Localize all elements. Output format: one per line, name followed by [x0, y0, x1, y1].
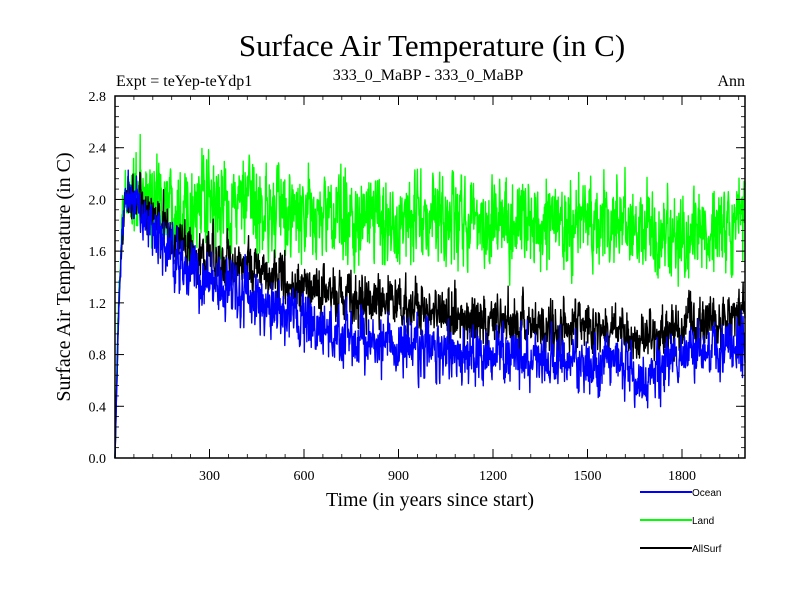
y-tick-label: 2.4: [89, 142, 107, 157]
chart-title: Surface Air Temperature (in C): [239, 28, 625, 63]
y-tick-label: 0.0: [89, 452, 107, 467]
chart-subtitle-right: Ann: [717, 73, 745, 90]
axes-layer: 0.0 0.4 0.8 1.2 1.6 2.0 2.4 2.8 300 600 900 1200 150…: [89, 90, 745, 484]
x-tick-label: 1500: [574, 469, 602, 484]
y-tick-label: 0.8: [89, 349, 107, 364]
series-line-land: [114, 133, 746, 459]
plot-frame: [114, 95, 746, 459]
legend-label-land: Land: [692, 516, 714, 527]
x-tick-label: 600: [294, 469, 315, 484]
legend-label-ocean: Ocean: [692, 488, 721, 499]
y-tick-label: 1.2: [89, 297, 107, 312]
x-tick-label: 1200: [479, 469, 507, 484]
y-tick-label: 1.6: [89, 245, 107, 260]
y-tick-label: 0.4: [89, 400, 107, 415]
series-layer: [114, 133, 746, 459]
x-tick-label: 300: [199, 469, 220, 484]
y-tick-label: 2.0: [89, 193, 107, 208]
chart-subtitle-left: Expt = teYep-teYdp1: [116, 73, 252, 90]
legend: Ocean Land AllSurf: [640, 488, 722, 555]
y-axis-label: Surface Air Temperature (in C): [53, 152, 75, 401]
y-tick-label: 2.8: [89, 90, 107, 105]
x-axis-label: Time (in years since start): [326, 489, 534, 511]
series-line-ocean: [114, 169, 746, 459]
x-tick-label: 1800: [668, 469, 696, 484]
x-tick-label: 900: [388, 469, 409, 484]
legend-label-allsurf: AllSurf: [692, 544, 722, 555]
chart-subtitle-center: 333_0_MaBP - 333_0_MaBP: [333, 67, 524, 84]
